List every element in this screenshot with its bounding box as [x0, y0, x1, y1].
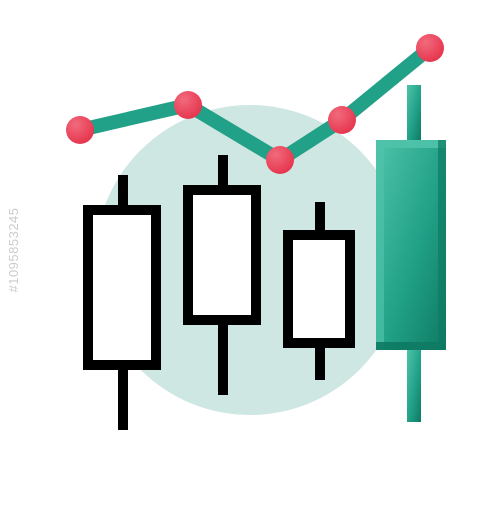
candlestick-infographic	[0, 0, 500, 500]
candle-4	[376, 85, 446, 422]
watermark-text: #1095853245	[6, 207, 21, 292]
trend-marker-2	[174, 91, 202, 119]
trend-marker-4	[328, 106, 356, 134]
trend-marker-1	[66, 116, 94, 144]
candle-1	[88, 175, 156, 430]
chart-svg	[0, 0, 500, 500]
trend-marker-5	[416, 34, 444, 62]
trend-marker-3	[266, 146, 294, 174]
